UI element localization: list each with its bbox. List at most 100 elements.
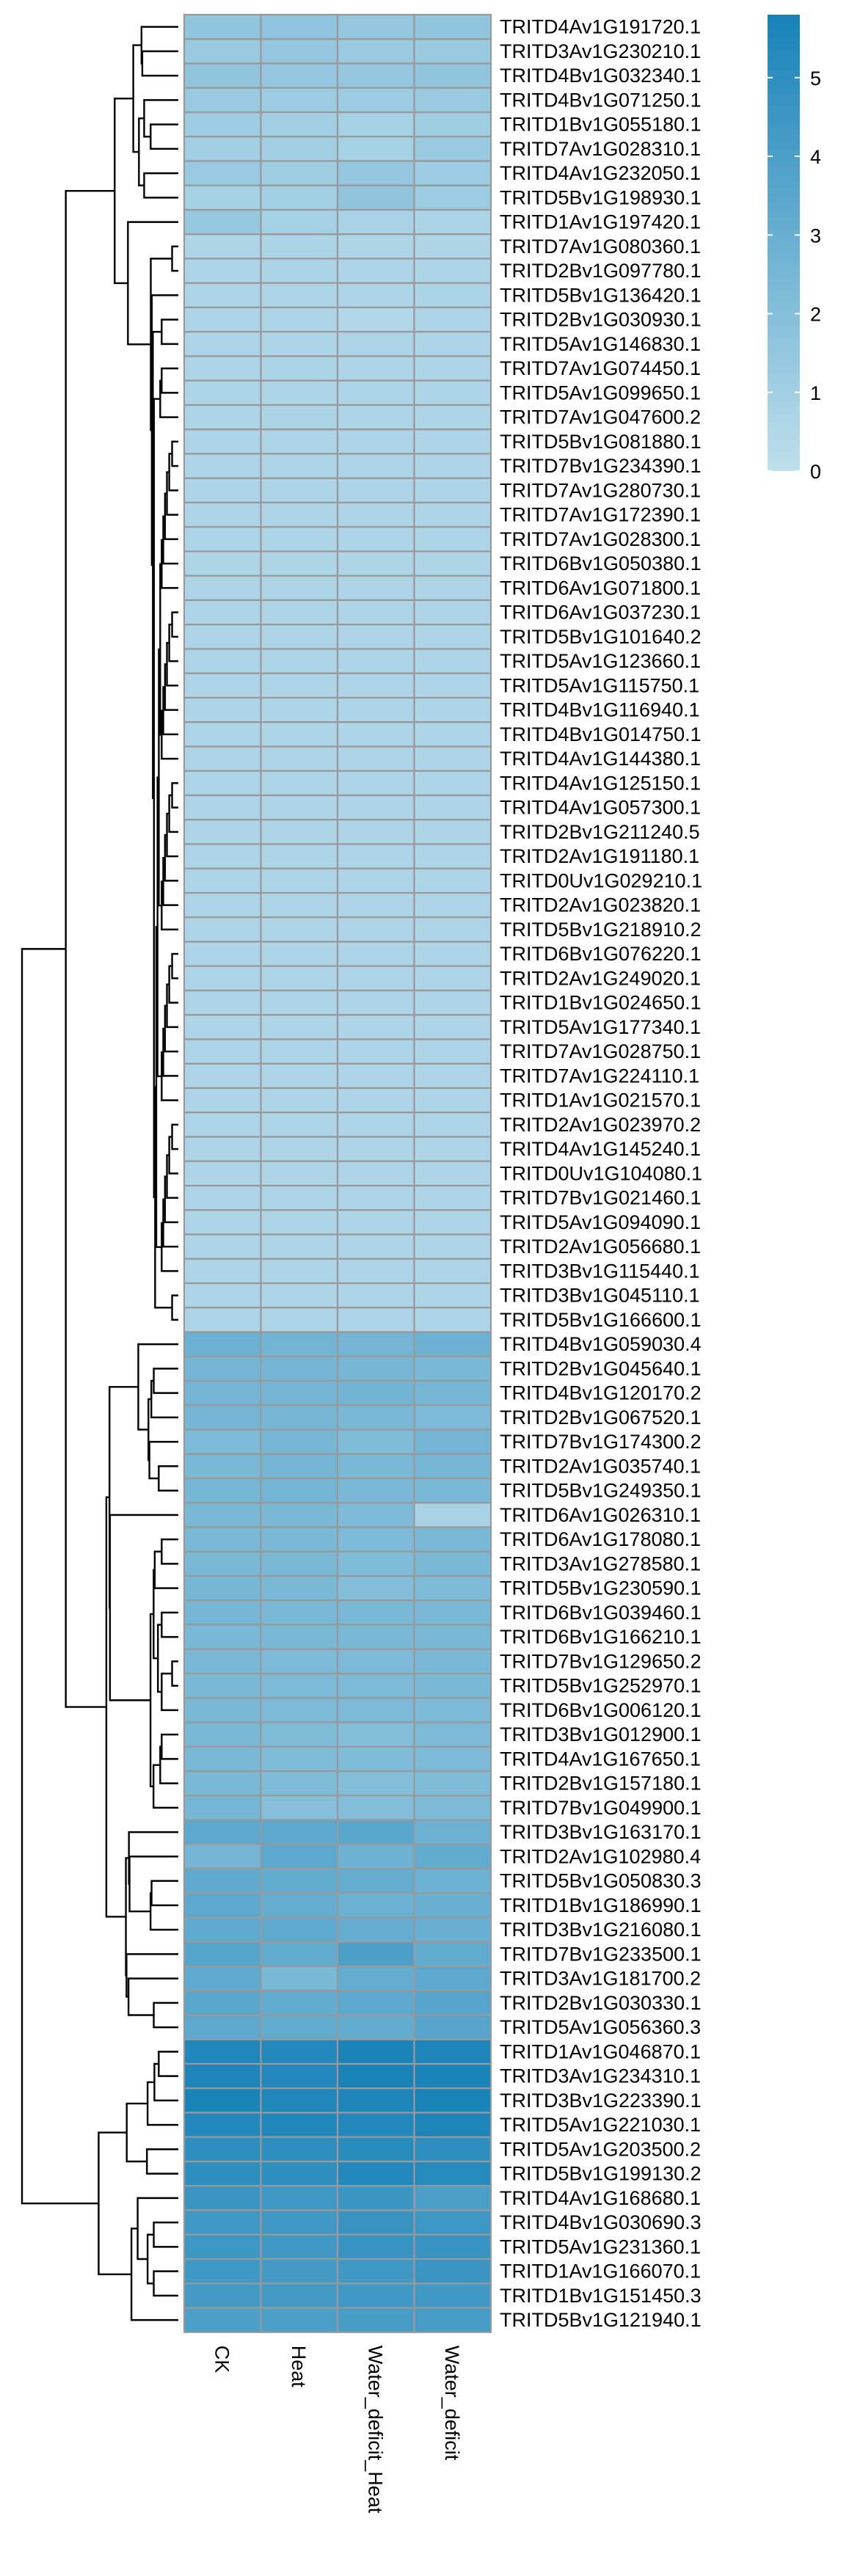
heatmap-cell [336, 1721, 415, 1748]
heatmap-cell [183, 1550, 262, 1577]
heatmap-cell [260, 1867, 339, 1894]
heatmap-cell [260, 1892, 339, 1919]
heatmap-cell [336, 1014, 415, 1040]
row-label: TRITD7Av1G280730.1 [500, 479, 701, 501]
column-labels: CK Heat Water_deficit_Heat Water_deficit [211, 2346, 463, 2514]
heatmap-cell [183, 1282, 262, 1309]
heatmap-cell [336, 1550, 415, 1577]
dendrogram-branch [143, 99, 178, 138]
heatmap-cell [183, 428, 262, 455]
heatmap-cell [336, 1526, 415, 1552]
row-label: TRITD7Bv1G233500.1 [500, 1943, 702, 1965]
heatmap-cell [413, 648, 492, 674]
row-label: TRITD6Av1G178080.1 [500, 1528, 701, 1550]
heatmap-cell [260, 1502, 339, 1528]
heatmap-cell [260, 2087, 339, 2114]
heatmap-cell [413, 1184, 492, 1211]
heatmap-cell [260, 794, 339, 821]
heatmap-cell [336, 2307, 415, 2333]
heatmap-cell [183, 355, 262, 382]
heatmap-cell [336, 1648, 415, 1675]
row-label: TRITD7Av1G028310.1 [500, 138, 701, 160]
heatmap-cell [183, 1965, 262, 1992]
row-label: TRITD7Av1G028750.1 [500, 1040, 701, 1062]
heatmap-cell [183, 1648, 262, 1675]
heatmap-cell [413, 2283, 492, 2309]
row-label: TRITD2Bv1G211240.5 [500, 821, 700, 843]
heatmap-cell [336, 1184, 415, 1211]
heatmap-cell [336, 770, 415, 797]
heatmap-cell [260, 550, 339, 577]
heatmap-cell [413, 208, 492, 236]
dendrogram-branch [168, 453, 178, 492]
dendrogram-branch [149, 1613, 154, 1787]
heatmap-cell [183, 1672, 262, 1699]
row-label: TRITD2Bv1G030330.1 [500, 1992, 702, 2014]
row-label: TRITD1Av1G046870.1 [500, 2040, 701, 2062]
heatmap-cell [413, 1209, 492, 1236]
dendrogram-branch [159, 379, 178, 418]
heatmap-cell [413, 1697, 492, 1723]
heatmap-cell [336, 891, 415, 919]
row-label: TRITD4Av1G057300.1 [500, 797, 701, 819]
heatmap-cell [413, 1599, 492, 1626]
heatmap-cell [183, 648, 262, 674]
heatmap-cell [183, 2136, 262, 2163]
heatmap-cell [413, 1867, 492, 1894]
heatmap-cell [413, 1307, 492, 1333]
row-label: TRITD5Bv1G249350.1 [500, 1480, 702, 1502]
heatmap-cell [336, 696, 415, 723]
heatmap-cell [183, 1160, 262, 1187]
dendrogram-branch [152, 331, 162, 799]
dendrogram-branch [137, 1343, 178, 1431]
heatmap-cell [413, 1453, 492, 1480]
row-label: TRITD5Av1G221030.1 [500, 2114, 701, 2136]
row-label: TRITD5Bv1G050830.3 [500, 1870, 702, 1892]
heatmap-cell [260, 2233, 339, 2261]
heatmap-cell [413, 1672, 492, 1699]
row-label: TRITD5Bv1G101640.2 [500, 626, 702, 648]
heatmap-cell [413, 965, 492, 992]
row-label: TRITD5Av1G123660.1 [500, 650, 701, 672]
row-label: TRITD3Av1G278580.1 [500, 1552, 701, 1575]
dendrogram-branch [161, 1538, 178, 1565]
heatmap-cell [413, 1721, 492, 1748]
heatmap-cell [336, 526, 415, 552]
heatmap-cell [183, 1721, 262, 1748]
heatmap-cell [413, 2307, 492, 2333]
dendrogram-branch [168, 794, 178, 833]
heatmap-cell [413, 1136, 492, 1162]
heatmap-cell [413, 1379, 492, 1406]
heatmap-cell [183, 2014, 262, 2040]
heatmap-cell [336, 1599, 415, 1626]
row-label: TRITD7Av1G074450.1 [500, 357, 701, 379]
heatmap-cell [336, 404, 415, 431]
heatmap-cell [336, 2209, 415, 2236]
row-label: TRITD5Av1G099650.1 [500, 382, 701, 404]
heatmap-cell [413, 1843, 492, 1870]
heatmap-cell [260, 1331, 339, 1357]
heatmap-cell [413, 38, 492, 65]
heatmap-cell [183, 574, 262, 602]
row-label: TRITD5Bv1G081880.1 [500, 431, 702, 453]
heatmap-cell [413, 62, 492, 89]
legend-tick-label: 0 [810, 461, 821, 483]
heatmap-cell [260, 379, 339, 406]
dendrogram-branch [158, 1465, 178, 1492]
dendrogram-branch [162, 686, 178, 736]
dendrogram-branch [114, 98, 134, 285]
heatmap-cell [336, 1770, 415, 1797]
heatmap-cell [260, 136, 339, 162]
heatmap-cell [336, 1209, 415, 1236]
heatmap-cell [260, 501, 339, 528]
heatmap-cell [260, 2062, 339, 2090]
heatmap-cell [183, 770, 262, 797]
heatmap-cell [183, 1599, 262, 1626]
heatmap-cell [413, 2038, 492, 2065]
dendrogram-branch [171, 611, 178, 638]
heatmap-cell [260, 1745, 339, 1773]
row-label: TRITD5Bv1G252970.1 [500, 1675, 702, 1697]
heatmap-cell [260, 1209, 339, 1236]
heatmap-cell [336, 1282, 415, 1309]
row-label: TRITD4Bv1G014750.1 [500, 723, 702, 745]
